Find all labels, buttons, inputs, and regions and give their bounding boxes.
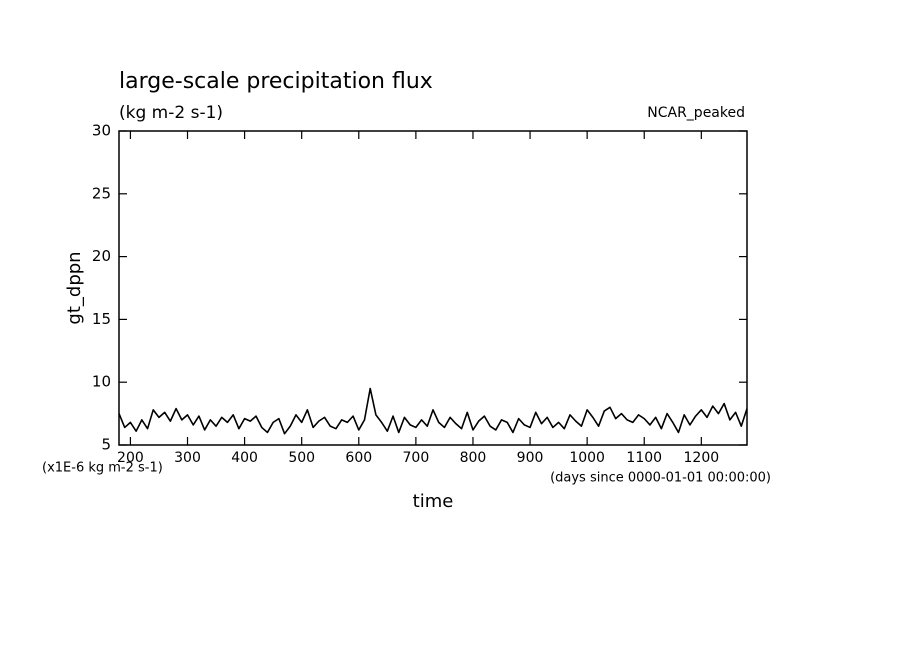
x-units: (days since 0000-01-01 00:00:00) — [550, 471, 771, 486]
y-units: (x1E-6 kg m-2 s-1) — [42, 461, 163, 476]
x-tick-label: 700 — [403, 450, 430, 466]
y-tick-label: 5 — [101, 436, 111, 454]
y-tick-label: 20 — [92, 247, 111, 265]
x-axis-label: time — [413, 491, 454, 512]
x-tick-label: 1000 — [569, 450, 605, 466]
plot-frame — [118, 130, 748, 446]
x-tick-label: 200 — [117, 450, 144, 466]
y-tick-label: 30 — [92, 122, 111, 140]
x-tick-label: 500 — [288, 450, 315, 466]
x-tick-label: 800 — [460, 450, 487, 466]
x-tick-label: 1200 — [684, 450, 720, 466]
y-tick-label: 15 — [92, 310, 111, 328]
x-tick-label: 900 — [517, 450, 544, 466]
annotation: NCAR_peaked — [647, 105, 745, 121]
x-tick-label: 300 — [174, 450, 201, 466]
chart-title: large-scale precipitation flux — [119, 69, 433, 94]
x-tick-label: 1100 — [626, 450, 662, 466]
y-tick-label: 10 — [92, 373, 111, 391]
x-tick-label: 400 — [231, 450, 258, 466]
y-tick-label: 25 — [92, 184, 111, 202]
chart-subtitle: (kg m-2 s-1) — [119, 103, 223, 123]
data-line — [118, 387, 748, 435]
x-tick-label: 600 — [345, 450, 372, 466]
y-axis-label: gt_dppn — [64, 251, 85, 324]
